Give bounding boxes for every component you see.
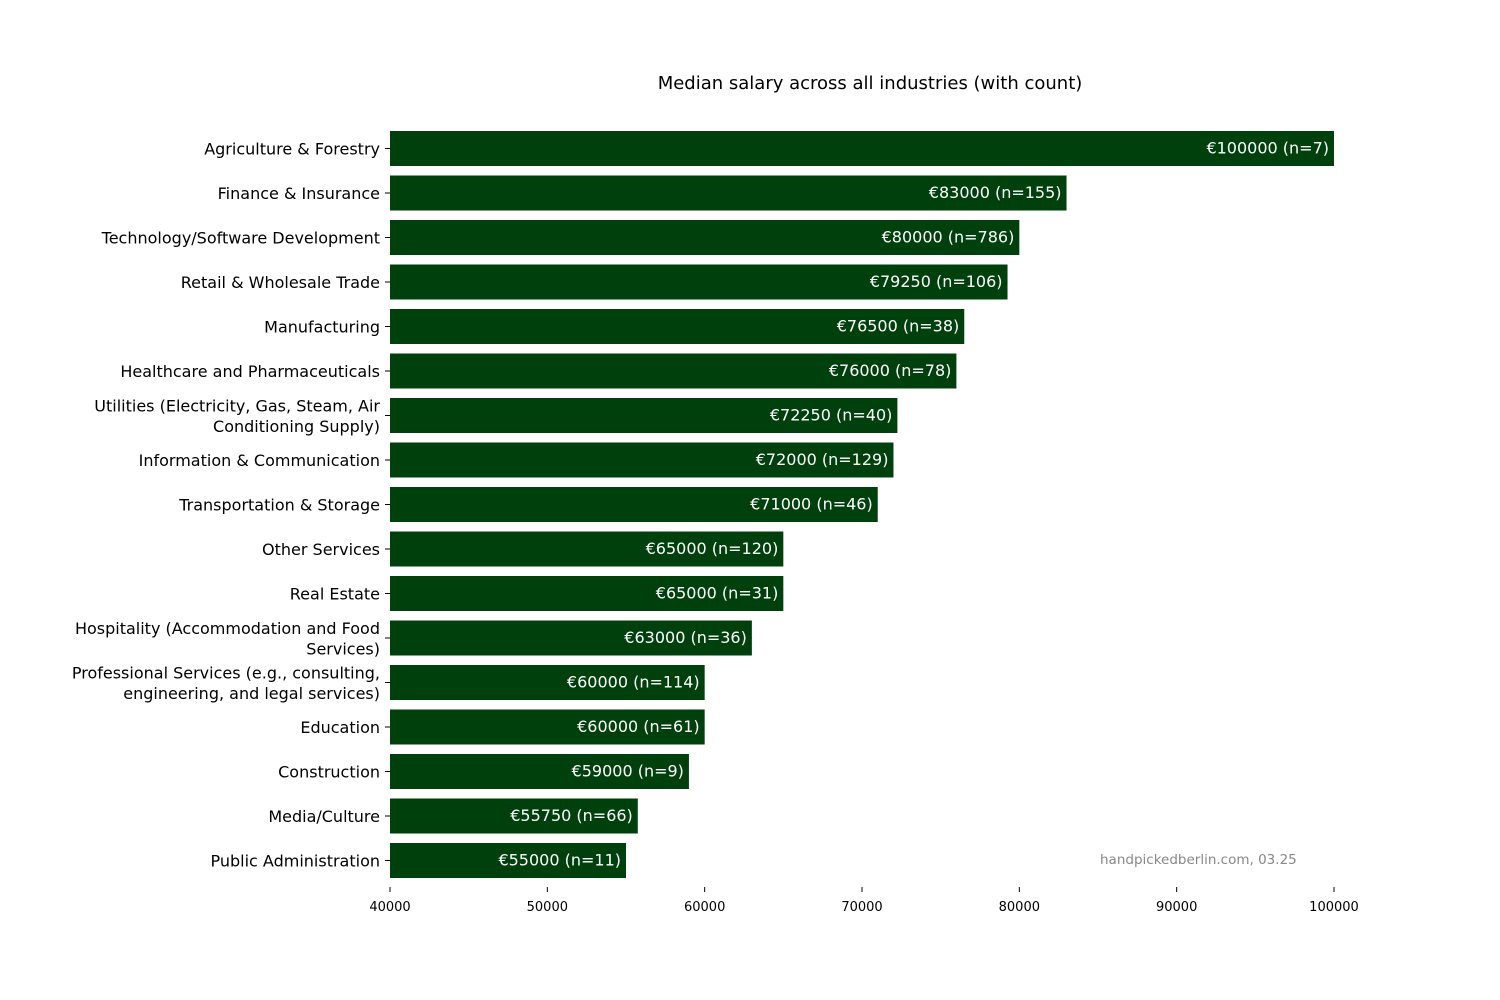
bars-group: Agriculture & Forestry €100000 (n=7) Finan… [72,131,1334,878]
data-label: €83000 (n=155) [929,183,1062,202]
category-label: Finance & Insurance [218,184,380,203]
data-label: €55000 (n=11) [498,851,621,870]
bar [390,665,705,700]
category-label: Utilities (Electricity, Gas, Steam, Air C… [94,396,380,436]
x-axis: 40000 50000 60000 70000 80000 90000 100000 [369,887,1359,915]
category-label: Education [300,718,380,737]
x-tick-label: 90000 [1156,900,1197,915]
data-label: €65000 (n=31) [656,584,779,603]
x-tick-label: 40000 [369,900,410,915]
data-label: €60000 (n=114) [567,673,700,692]
data-label: €72250 (n=40) [770,406,893,425]
category-label: Public Administration [210,852,380,871]
bar [390,353,957,389]
bar [390,220,1020,255]
data-label: €59000 (n=9) [572,762,684,781]
bar [390,798,638,834]
x-tick-label: 50000 [527,900,568,915]
bar [390,709,705,745]
bar [390,576,784,611]
category-label: Retail & Wholesale Trade [181,273,380,292]
category-label: Hospitality (Accommodation and Food Servi… [75,619,380,659]
category-label: Manufacturing [264,318,380,337]
bar [390,843,626,878]
x-tick-label: 80000 [999,900,1040,915]
bar [390,175,1067,211]
category-label: Other Services [262,540,380,559]
category-label: Media/Culture [268,807,380,826]
data-label: €71000 (n=46) [750,495,873,514]
bar [390,309,965,344]
category-label: Agriculture & Forestry [204,140,380,159]
data-label: €76500 (n=38) [837,317,960,336]
bar [390,754,689,789]
data-label: €63000 (n=36) [624,628,747,647]
bar [390,531,784,567]
bar [390,264,1008,300]
x-tick-label: 60000 [684,900,725,915]
category-label: Transportation & Storage [178,496,380,515]
category-label: Professional Services (e.g., consulting,… [72,663,380,703]
data-label: €79250 (n=106) [870,272,1003,291]
category-label: Technology/Software Development [101,229,380,248]
bar [390,620,752,656]
data-label: €60000 (n=61) [577,717,700,736]
data-label: €65000 (n=120) [646,539,779,558]
category-label: Information & Communication [139,451,380,470]
data-label: €55750 (n=66) [510,806,633,825]
data-label: €76000 (n=78) [829,361,952,380]
data-label: €80000 (n=786) [882,228,1015,247]
chart-title: Median salary across all industries (wit… [658,73,1083,94]
bar [390,442,894,478]
category-label: Real Estate [290,585,380,604]
x-tick-label: 100000 [1309,900,1359,915]
bar [390,131,1334,166]
bar [390,487,878,522]
data-label: €100000 (n=7) [1206,139,1329,158]
category-label: Healthcare and Pharmaceuticals [120,362,380,381]
source-annotation: handpickedberlin.com, 03.25 [1100,852,1297,868]
category-label: Construction [278,763,380,782]
x-tick-label: 70000 [841,900,882,915]
data-label: €72000 (n=129) [756,450,889,469]
bar [390,398,898,433]
